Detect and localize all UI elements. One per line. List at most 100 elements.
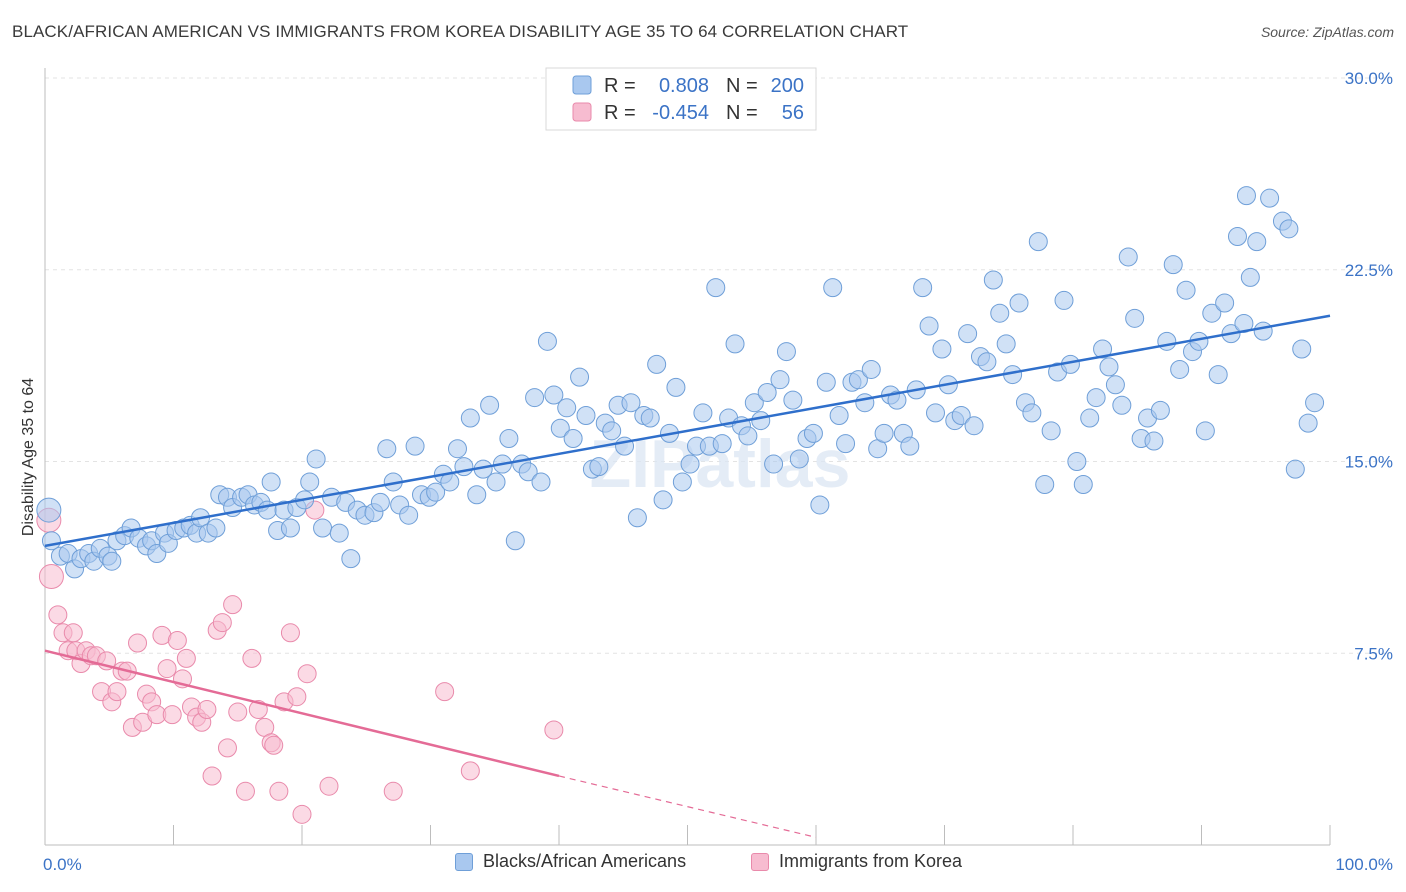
blacks-point: [1236, 186, 1256, 206]
blacks-point: [499, 428, 519, 448]
blacks-point: [1028, 232, 1048, 252]
korea-point: [292, 804, 312, 824]
blacks-point: [518, 462, 538, 482]
blacks-point: [738, 426, 758, 446]
blacks-point: [913, 278, 933, 298]
blacks-point: [544, 385, 564, 405]
blacks-point: [640, 408, 660, 428]
blacks-point: [1125, 308, 1145, 328]
blacks-point: [563, 428, 583, 448]
blacks-point: [377, 439, 397, 459]
blacks-point: [570, 367, 590, 387]
blacks-point: [829, 405, 849, 425]
bottom-legend-swatch-pink: [751, 852, 769, 871]
korea-point: [38, 564, 64, 590]
blacks-point: [602, 421, 622, 441]
blacks-point: [405, 436, 425, 456]
chart-title: BLACK/AFRICAN AMERICAN VS IMMIGRANTS FRO…: [12, 22, 909, 41]
legend-r-value-pink: -0.454: [652, 102, 709, 124]
blacks-point: [887, 390, 907, 410]
korea-point: [242, 648, 262, 668]
blacks-point: [1144, 431, 1164, 451]
blacks-point: [1292, 339, 1312, 359]
source-credit: Source: ZipAtlas.com: [1260, 24, 1394, 40]
blacks-point: [764, 454, 784, 474]
korea-point: [287, 687, 307, 707]
blacks-point: [426, 482, 446, 502]
blacks-point: [725, 334, 745, 354]
blacks-point: [919, 316, 939, 336]
legend-n-value-blue: 200: [771, 75, 804, 97]
blacks-point: [1279, 219, 1299, 239]
blacks-point: [1105, 375, 1125, 395]
korea-point: [162, 705, 182, 725]
blacks-point: [983, 270, 1003, 290]
blacks-point: [964, 416, 984, 436]
blacks-point: [1202, 303, 1222, 323]
grid-lines: [45, 77, 1392, 654]
blacks-point: [1118, 247, 1138, 267]
blacks-point: [1285, 459, 1305, 479]
blacks-point: [653, 490, 673, 510]
legend-r-label-blue: R =: [604, 75, 636, 97]
blacks-point: [525, 388, 545, 408]
korea-point: [383, 781, 403, 801]
blacks-point: [627, 508, 647, 528]
trend-line-korea-extension: [558, 775, 817, 838]
series-immigrants-from-korea: [36, 500, 564, 824]
bottom-legend-label-blue: Blacks/African Americans: [483, 851, 687, 871]
blacks-point: [505, 531, 525, 551]
blacks-point: [486, 472, 506, 492]
legend-box: R = 0.808 N = 200 R = -0.454 N = 56: [545, 67, 817, 131]
korea-point: [107, 682, 127, 702]
blacks-point: [958, 324, 978, 344]
korea-point: [228, 702, 248, 722]
blacks-point: [848, 370, 868, 390]
blacks-point: [996, 334, 1016, 354]
trend-lines: [44, 314, 1331, 838]
blacks-point: [300, 472, 320, 492]
blacks-point: [1163, 255, 1183, 275]
blacks-point: [1176, 280, 1196, 300]
y-tick-label-1: 15.0%: [1345, 453, 1393, 472]
bottom-legend-label-pink: Immigrants from Korea: [779, 851, 963, 871]
blacks-point: [900, 436, 920, 456]
blacks-point: [666, 377, 686, 397]
blacks-point: [280, 518, 300, 538]
korea-point: [167, 630, 187, 650]
y-tick-label-0: 7.5%: [1354, 644, 1393, 663]
blacks-point: [874, 423, 894, 443]
korea-point: [48, 605, 68, 625]
korea-point: [235, 781, 255, 801]
blacks-point: [329, 523, 349, 543]
trend-line-blacks: [44, 314, 1331, 548]
blacks-point: [706, 278, 726, 298]
blacks-point: [647, 354, 667, 374]
legend-n-value-pink: 56: [782, 102, 804, 124]
blacks-point: [589, 457, 609, 477]
legend-swatch-pink: [572, 102, 592, 122]
korea-point: [197, 699, 217, 719]
blacks-point: [672, 472, 692, 492]
korea-point: [202, 766, 222, 786]
korea-point: [157, 659, 177, 679]
korea-point: [264, 735, 284, 755]
korea-point: [63, 623, 83, 643]
blacks-point: [1298, 413, 1318, 433]
blacks-point: [783, 390, 803, 410]
korea-point: [280, 623, 300, 643]
blacks-point: [1215, 293, 1235, 313]
blacks-point: [313, 518, 333, 538]
blacks-point: [36, 497, 62, 523]
korea-point: [319, 776, 339, 796]
blacks-point: [712, 434, 732, 454]
blacks-point: [621, 393, 641, 413]
blacks-point: [855, 393, 875, 413]
blacks-point: [480, 395, 500, 415]
trend-line-korea: [44, 649, 560, 778]
blacks-point: [537, 331, 557, 351]
blacks-point: [531, 472, 551, 492]
blacks-point: [1157, 331, 1177, 351]
legend-r-value-blue: 0.808: [659, 75, 709, 97]
